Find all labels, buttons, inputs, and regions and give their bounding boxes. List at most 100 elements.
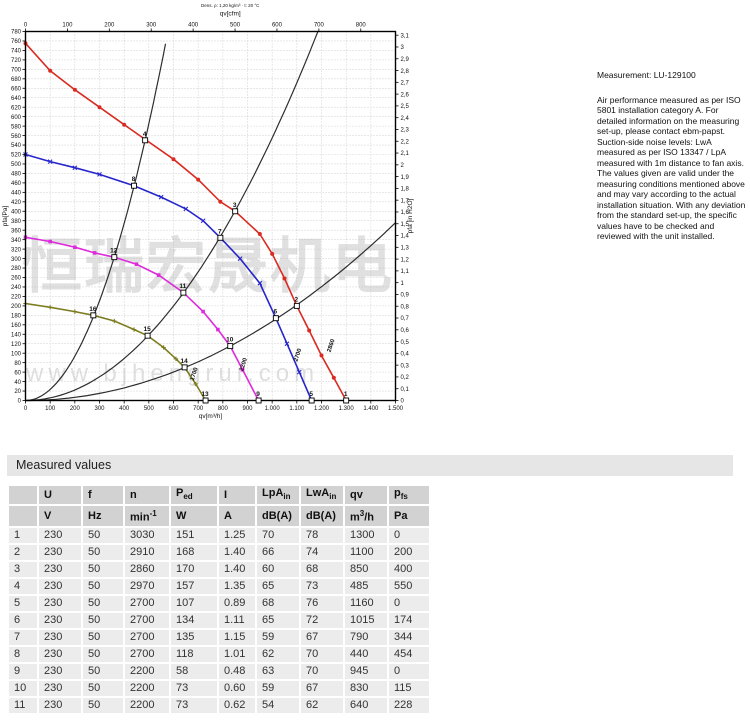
svg-text:1,8: 1,8 [401, 187, 410, 193]
data-marker [156, 273, 161, 277]
svg-text:400: 400 [188, 23, 199, 29]
cell: 2860 [125, 561, 169, 577]
cell: 2700 [125, 646, 169, 662]
cell: 168 [171, 544, 217, 560]
cell: 1.11 [219, 612, 255, 628]
svg-text:1,7: 1,7 [401, 198, 410, 204]
performance-chart: 恒瑞宏晟机电 www.bjhengrui.com 2860 2700 2200 170… [0, 0, 420, 424]
operating-point-number: 8 [132, 176, 136, 183]
cell: 67 [301, 680, 343, 696]
svg-text:3: 3 [401, 45, 405, 51]
cell: 59 [257, 629, 299, 645]
data-marker [134, 262, 139, 267]
cell: 157 [171, 578, 217, 594]
svg-text:2,3: 2,3 [401, 128, 410, 134]
svg-text:640: 640 [11, 96, 22, 102]
operating-point-number: 13 [201, 391, 209, 398]
cell: 134 [171, 612, 217, 628]
system-curve-A [25, 222, 396, 402]
column-header: pfs [389, 486, 429, 505]
cell: 0 [389, 527, 429, 543]
cell: 2200 [125, 697, 169, 713]
row-number-header [9, 506, 37, 526]
data-marker [282, 276, 287, 281]
operating-point-2 [293, 302, 300, 309]
table-row: 1 230 50 3030 151 1.25 70 78 1300 0 [9, 527, 429, 543]
column-header: LpAin [257, 486, 299, 505]
data-marker [73, 245, 77, 250]
cell: 68 [257, 595, 299, 611]
svg-text:540: 540 [11, 143, 22, 149]
column-header: min-1 [125, 506, 169, 526]
column-header: I [219, 486, 255, 505]
svg-text:560: 560 [11, 134, 22, 140]
svg-text:380: 380 [11, 219, 22, 225]
cell: 1015 [345, 612, 387, 628]
operating-point-6 [272, 315, 279, 322]
cell: 2200 [125, 680, 169, 696]
cell: 63 [257, 663, 299, 679]
cell: 3030 [125, 527, 169, 543]
svg-text:1,4: 1,4 [401, 234, 410, 240]
svg-text:600: 600 [168, 406, 179, 412]
row-number: 10 [9, 680, 37, 696]
svg-text:0: 0 [24, 23, 28, 29]
operating-point-11 [180, 289, 187, 296]
svg-text:200: 200 [70, 406, 81, 412]
svg-text:0,4: 0,4 [401, 352, 410, 358]
cell: 74 [301, 544, 343, 560]
svg-text:2,7: 2,7 [401, 81, 410, 87]
svg-text:1,9: 1,9 [401, 175, 410, 181]
column-header: W [171, 506, 217, 526]
svg-text:0,3: 0,3 [401, 363, 410, 369]
data-marker [122, 122, 127, 127]
svg-text:0,7: 0,7 [401, 316, 410, 322]
cell: 640 [345, 697, 387, 713]
svg-text:600: 600 [11, 115, 22, 121]
cell: 78 [301, 527, 343, 543]
row-number: 3 [9, 561, 37, 577]
column-header: Ped [171, 486, 217, 505]
operating-point-13 [202, 397, 209, 404]
svg-text:0: 0 [24, 406, 28, 412]
svg-text:700: 700 [314, 23, 325, 29]
table-row: 6 230 50 2700 134 1.11 65 72 1015 174 [9, 612, 429, 628]
svg-text:3,1: 3,1 [401, 33, 410, 39]
system-curves [25, 31, 396, 402]
cell: 454 [389, 646, 429, 662]
data-marker [196, 177, 201, 182]
cell: 65 [257, 612, 299, 628]
row-number: 5 [9, 595, 37, 611]
cell: 50 [83, 663, 123, 679]
operating-point-9 [255, 397, 262, 404]
cell: 228 [389, 697, 429, 713]
svg-text:400: 400 [119, 406, 130, 412]
cell: 68 [301, 561, 343, 577]
cell: 1.35 [219, 578, 255, 594]
svg-text:520: 520 [11, 153, 22, 159]
cell: 73 [171, 697, 217, 713]
watermark-chinese: 恒瑞宏晟机电 [22, 233, 394, 300]
svg-text:100: 100 [45, 406, 56, 412]
cell: 59 [257, 680, 299, 696]
cell: 170 [171, 561, 217, 577]
operating-point-number: 3 [233, 202, 237, 209]
cell: 151 [171, 527, 217, 543]
cell: 230 [39, 544, 81, 560]
svg-text:800: 800 [218, 406, 229, 412]
svg-text:1,6: 1,6 [401, 210, 410, 216]
svg-text:1.200: 1.200 [314, 406, 330, 412]
cell: 550 [389, 578, 429, 594]
system-curve-B [25, 31, 319, 402]
operating-point-number: 1 [344, 391, 348, 398]
svg-text:620: 620 [11, 105, 22, 111]
svg-text:2,1: 2,1 [401, 151, 410, 157]
data-marker [201, 309, 205, 314]
cell: 73 [171, 680, 217, 696]
svg-text:440: 440 [11, 191, 22, 197]
operating-point-1 [343, 397, 350, 404]
svg-text:1.000: 1.000 [265, 406, 281, 412]
chart-conditions-note: Dens. ρ: 1,20 kg/m³ · t: 20 °C [201, 3, 260, 8]
